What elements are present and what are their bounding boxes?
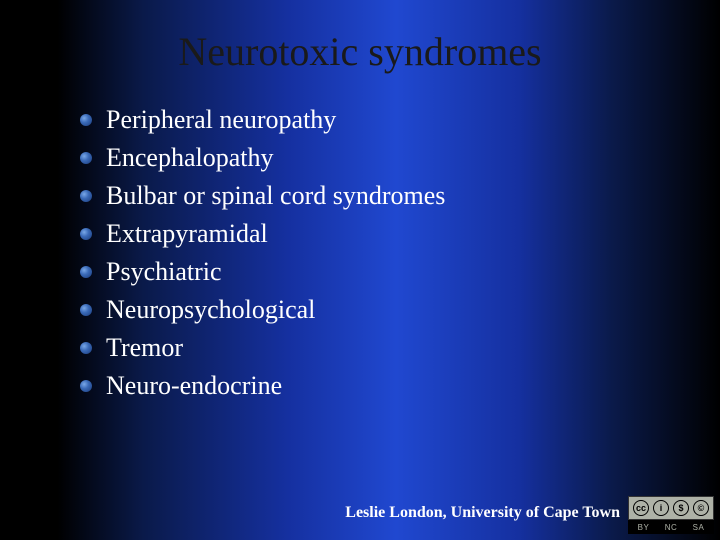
footer-attribution: Leslie London, University of Cape Town: [345, 504, 620, 522]
list-item-text: Peripheral neuropathy: [106, 105, 336, 135]
list-item-text: Bulbar or spinal cord syndromes: [106, 181, 445, 211]
bullet-icon: [80, 380, 92, 392]
list-item: Bulbar or spinal cord syndromes: [80, 181, 720, 211]
list-item: Neuro-endocrine: [80, 371, 720, 401]
cc-icons-row: cc i $ ©: [628, 496, 714, 520]
cc-label-nc: NC: [665, 523, 678, 532]
list-item-text: Tremor: [106, 333, 183, 363]
bullet-icon: [80, 304, 92, 316]
bullet-icon: [80, 342, 92, 354]
list-item-text: Extrapyramidal: [106, 219, 268, 249]
cc-logo-icon: cc: [633, 500, 649, 516]
cc-label-sa: SA: [693, 523, 705, 532]
bullet-icon: [80, 266, 92, 278]
list-item-text: Neuro-endocrine: [106, 371, 282, 401]
list-item: Psychiatric: [80, 257, 720, 287]
cc-by-icon: i: [653, 500, 669, 516]
list-item: Tremor: [80, 333, 720, 363]
list-item: Extrapyramidal: [80, 219, 720, 249]
cc-sa-icon: ©: [693, 500, 709, 516]
list-item-text: Neuropsychological: [106, 295, 315, 325]
list-item-text: Encephalopathy: [106, 143, 274, 173]
bullet-icon: [80, 152, 92, 164]
bullet-icon: [80, 190, 92, 202]
list-item: Encephalopathy: [80, 143, 720, 173]
list-item: Neuropsychological: [80, 295, 720, 325]
bullet-icon: [80, 114, 92, 126]
cc-nc-icon: $: [673, 500, 689, 516]
cc-labels-row: BY NC SA: [628, 520, 714, 534]
cc-license-badge: cc i $ © BY NC SA: [628, 496, 714, 534]
bullet-list: Peripheral neuropathy Encephalopathy Bul…: [0, 95, 720, 401]
list-item: Peripheral neuropathy: [80, 105, 720, 135]
bullet-icon: [80, 228, 92, 240]
list-item-text: Psychiatric: [106, 257, 222, 287]
slide-title: Neurotoxic syndromes: [0, 0, 720, 95]
cc-label-by: BY: [638, 523, 650, 532]
